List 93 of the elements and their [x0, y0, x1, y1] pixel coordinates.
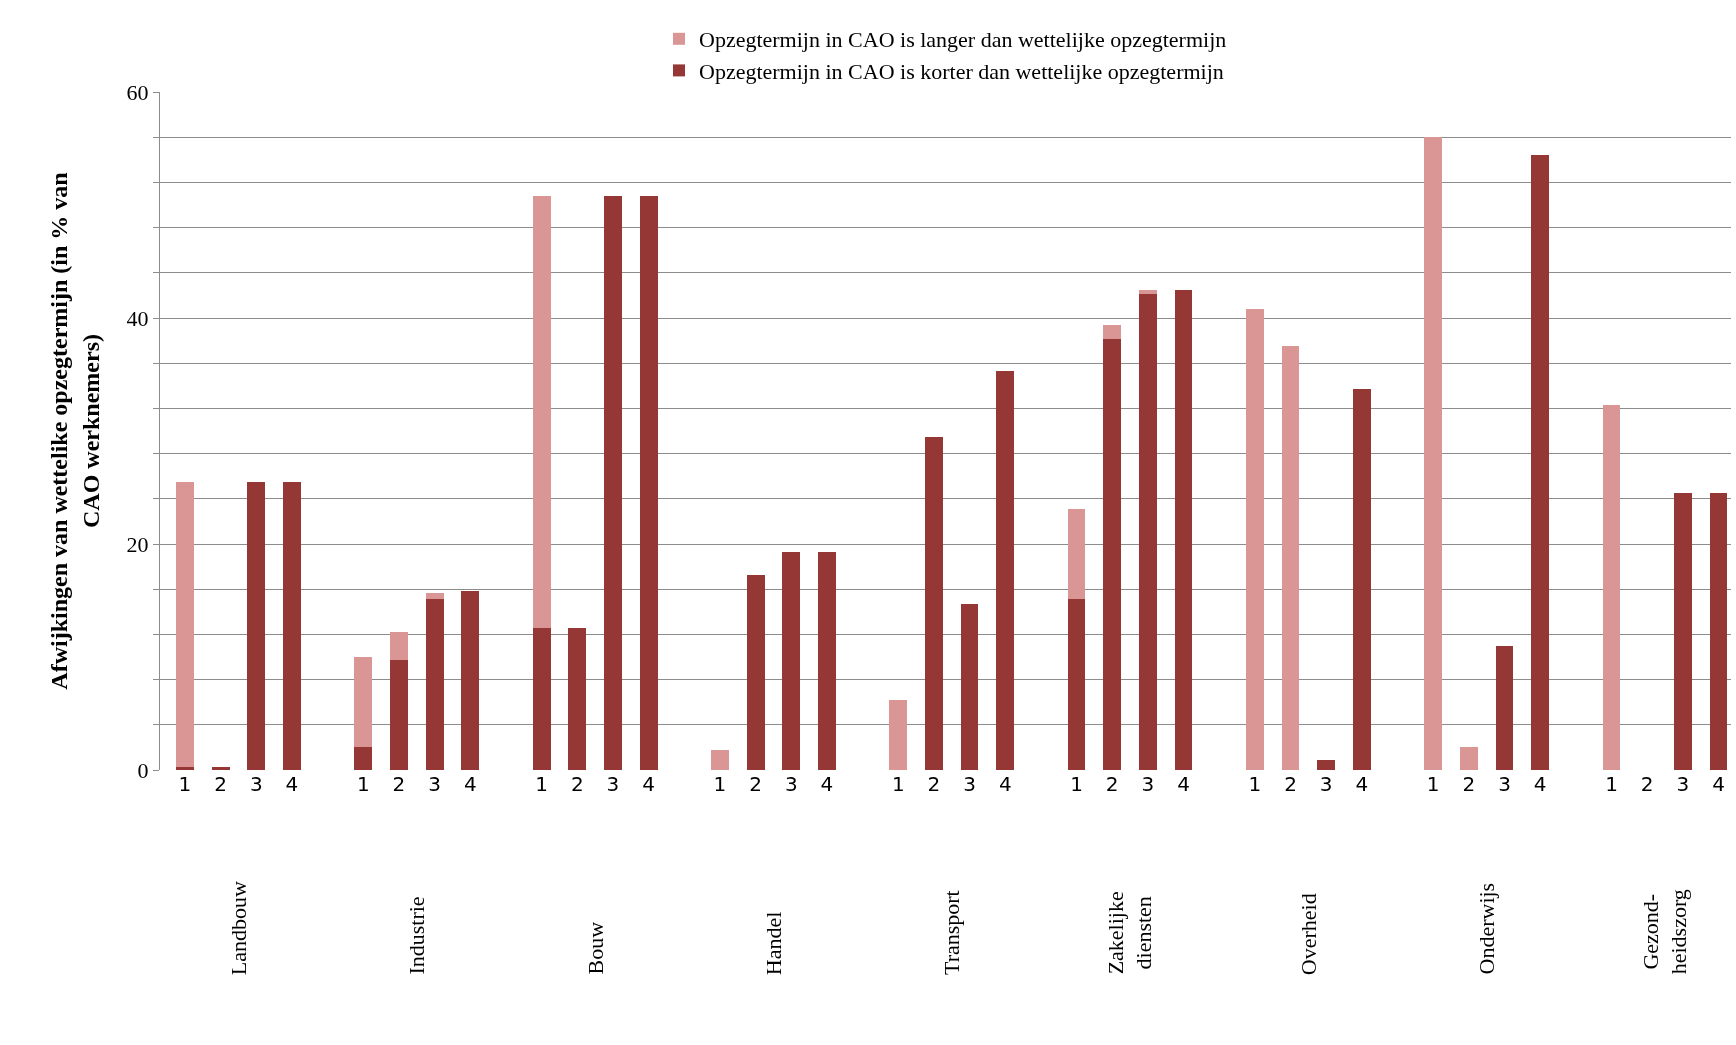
- bar: [532, 195, 551, 628]
- bar: [889, 699, 908, 770]
- bar: [639, 195, 658, 770]
- x-tick-label: 4: [285, 772, 299, 796]
- bar: [782, 551, 801, 770]
- x-tick-label: 2: [927, 772, 941, 796]
- y-tick-label: 0: [137, 757, 149, 783]
- bar: [1103, 324, 1122, 340]
- x-tick-label: 2: [1462, 772, 1476, 796]
- bar: [354, 657, 373, 748]
- bar: [1174, 289, 1193, 770]
- bar: [960, 603, 979, 770]
- x-tick-label: 1: [1070, 772, 1083, 796]
- bar: [568, 627, 587, 770]
- bar: [818, 551, 836, 770]
- y-axis-title: Afwijkingen van wettelike opzegtermijn (in % van CAO werknemers): [46, 172, 104, 690]
- bar: [1531, 155, 1550, 770]
- text: Zakelijke diensten: [1102, 891, 1157, 975]
- bar: [532, 627, 551, 770]
- x-tick-label: 3: [784, 772, 798, 796]
- x-tick-label: 2: [749, 772, 762, 796]
- legend-label: Opzegtermijn in CAO is korter dan wettelijke opzegtermijn: [699, 58, 1224, 84]
- x-tick-label: 3: [1141, 772, 1155, 796]
- x-tick-label: 4: [1712, 772, 1725, 796]
- bar: [1138, 294, 1157, 770]
- bar: [1709, 493, 1728, 770]
- x-tick-label: 3: [249, 772, 263, 796]
- text: Landbouw: [225, 881, 251, 976]
- x-tick-label: 2: [570, 772, 584, 796]
- bar: [1245, 308, 1264, 770]
- bar: [425, 599, 444, 770]
- bar: [711, 749, 729, 770]
- bar: [247, 481, 266, 770]
- bar: [1459, 747, 1478, 770]
- x-tick-label: 1: [1426, 772, 1440, 796]
- x-tick-label: 1: [178, 772, 192, 796]
- text: Gezond- heidszorg: [1637, 889, 1692, 975]
- x-tick-label: 3: [963, 772, 976, 796]
- x-tick-label: 2: [392, 772, 406, 796]
- x-tick-label: 3: [1498, 772, 1511, 796]
- bar: [1281, 346, 1300, 770]
- x-tick-label: 4: [820, 772, 834, 796]
- text: Transport: [939, 890, 965, 976]
- bar: [1602, 405, 1621, 770]
- bar: [604, 195, 622, 770]
- y-tick-label: 60: [126, 79, 149, 105]
- x-tick-label: 3: [428, 772, 441, 796]
- x-tick-label: 4: [1177, 772, 1190, 796]
- y-tick-label: 20: [126, 531, 149, 557]
- bar: [746, 574, 765, 770]
- bar: [354, 747, 373, 770]
- text: Bouw: [582, 921, 608, 975]
- x-tick-label: 2: [214, 772, 227, 796]
- bar: [176, 766, 194, 770]
- x-tick-label: 4: [1533, 772, 1547, 796]
- x-tick-label: 1: [1248, 772, 1262, 796]
- x-tick-label: 1: [1605, 772, 1618, 796]
- y-tick-label: 40: [126, 305, 149, 331]
- bar: [1317, 759, 1336, 770]
- bar: [924, 436, 943, 770]
- x-tick-label: 2: [1640, 772, 1654, 796]
- x-tick-label: 1: [713, 772, 727, 796]
- x-tick-label: 4: [1355, 772, 1369, 796]
- x-tick-label: 4: [998, 772, 1012, 796]
- bar: [390, 632, 408, 661]
- x-tick-label: 3: [1676, 772, 1690, 796]
- bar: [390, 660, 408, 770]
- legend-label: Opzegtermijn in CAO is langer dan wettelijke opzegtermijn: [699, 27, 1227, 53]
- x-tick-label: 4: [642, 772, 655, 796]
- bar: [1067, 599, 1086, 770]
- x-tick-label: 2: [1105, 772, 1119, 796]
- bar: [1067, 508, 1086, 600]
- bar: [211, 766, 230, 770]
- x-tick-label: 4: [463, 772, 477, 796]
- bar: [461, 591, 480, 770]
- bar: [283, 481, 301, 770]
- x-tick-label: 1: [535, 772, 548, 796]
- bar: [1424, 137, 1443, 770]
- text: Onderwijs: [1473, 882, 1499, 975]
- x-tick-label: 1: [891, 772, 905, 796]
- x-tick-label: 3: [1319, 772, 1333, 796]
- bar: [1673, 493, 1692, 770]
- x-tick-label: 3: [606, 772, 620, 796]
- x-tick-label: 1: [356, 772, 370, 796]
- x-tick-label: 2: [1284, 772, 1297, 796]
- bar: [1495, 645, 1514, 770]
- bar: [1103, 339, 1122, 770]
- bar: [996, 371, 1015, 770]
- bar: [1352, 389, 1371, 770]
- bar: [176, 481, 194, 767]
- text: Industrie: [403, 896, 429, 975]
- text: Handel: [760, 911, 786, 976]
- text: Overheid: [1295, 893, 1321, 976]
